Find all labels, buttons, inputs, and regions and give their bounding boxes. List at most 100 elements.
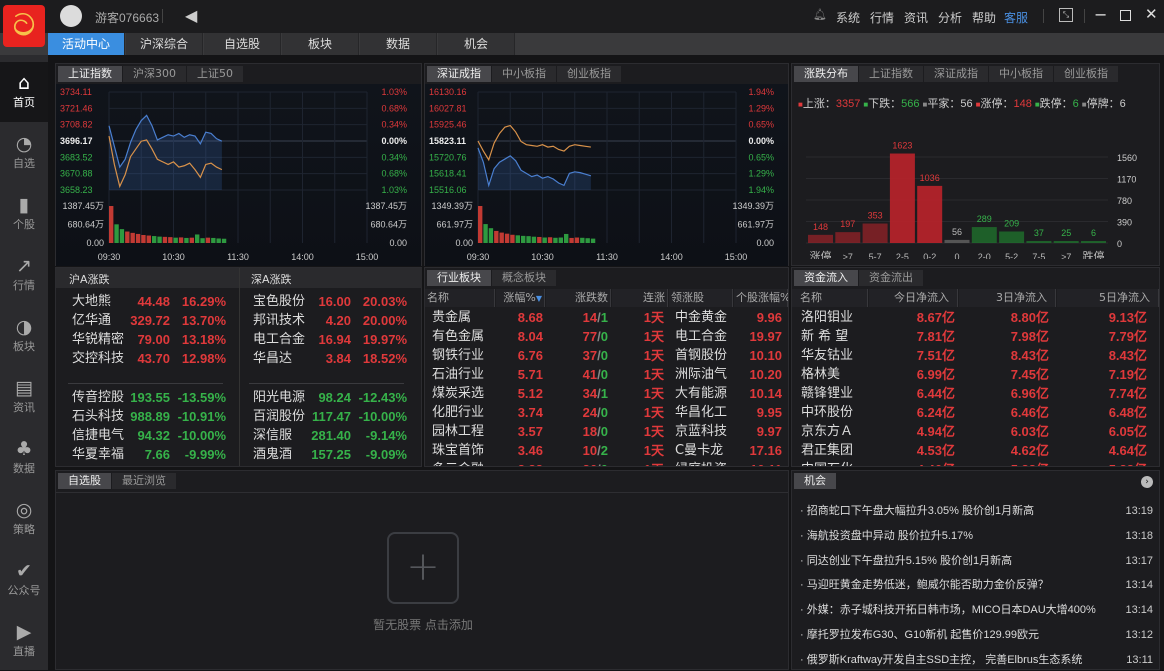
mover-row[interactable]: 百润股份 117.47 -10.00% — [253, 409, 407, 424]
fund-row[interactable]: 赣锋锂业 6.44亿 6.96亿 7.74亿 — [801, 386, 1147, 401]
sidebar-item-0[interactable]: ⌂ 首页 — [0, 62, 48, 122]
dist-tab-1[interactable]: 上证指数 — [859, 66, 923, 82]
mover-row[interactable]: 宝色股份 16.00 20.03% — [253, 294, 407, 309]
dist-tab-0[interactable]: 涨跌分布 — [794, 66, 858, 82]
fund-row[interactable]: 中国石化4.46亿5.28亿5.22亿 — [792, 460, 1159, 466]
mover-row[interactable]: 大地熊 44.48 16.29% — [72, 294, 226, 309]
sector-tab-1[interactable]: 概念板块 — [492, 270, 556, 286]
mover-row[interactable]: 邦讯技术 4.20 20.00% — [253, 313, 407, 328]
nav-tab-watchlist[interactable]: 自选股 — [204, 33, 281, 55]
sector-row[interactable]: 化肥行业 3.74 24/0 1天 华昌化工 9.95 — [432, 405, 782, 420]
menu-system[interactable]: 系统 — [836, 11, 861, 25]
bell-icon[interactable]: 🔔︎ — [813, 8, 827, 21]
news-item[interactable]: · 摩托罗拉发布G30、G10新机 起售价129.99欧元 13:12 — [800, 629, 1153, 641]
sector-row[interactable]: 园林工程 3.57 18/0 1天 京蓝科技 9.97 — [432, 424, 782, 439]
sector-row[interactable]: 珠宝首饰 3.46 10/2 1天 C曼卡龙 17.16 — [432, 443, 782, 458]
back-arrow-icon[interactable]: ◀ — [185, 6, 198, 25]
sector-row[interactable]: 钢铁行业 6.76 37/0 1天 首钢股份 10.10 — [432, 348, 782, 363]
fund-row[interactable]: 华友钴业 7.51亿 8.43亿 8.43亿 — [801, 348, 1147, 363]
watch-tab-0[interactable]: 自选股 — [58, 473, 111, 489]
dist-tab-2[interactable]: 深证成指 — [924, 66, 988, 82]
sector-header-3[interactable]: 连涨 — [612, 289, 668, 307]
menu-news[interactable]: 资讯 — [904, 11, 929, 25]
username[interactable]: 游客076663 — [95, 11, 160, 25]
mover-row[interactable]: 阳光电源 98.24 -12.43% — [253, 390, 407, 405]
sidebar-item-8[interactable]: ✔ 公众号 — [0, 550, 48, 610]
sidebar-item-7[interactable]: ◎ 策略 — [0, 489, 48, 549]
fund-header-1[interactable]: 今日净流入 — [869, 289, 958, 307]
mover-row[interactable]: 华昌达 3.84 18.52% — [253, 351, 407, 366]
fund-tab-1[interactable]: 资金流出 — [859, 270, 923, 286]
news-item[interactable]: · 马迎旺黄金走势低迷，鲍威尔能否助力金价反弹？ 13:14 — [800, 579, 1153, 592]
fund-row[interactable]: 格林美 6.99亿 7.45亿 7.19亿 — [801, 367, 1147, 382]
news-item[interactable]: · 海航投资盘中异动 股价拉升5.17% 13:18 — [800, 529, 1153, 542]
avatar[interactable] — [60, 5, 82, 27]
mover-row[interactable]: 华锐精密 79.00 13.18% — [72, 332, 226, 347]
fund-header-3[interactable]: 5日净流入 — [1057, 289, 1159, 307]
nav-tab-sectors[interactable]: 板块 — [282, 33, 359, 55]
sz-intraday-chart[interactable]: 16130.16 16027.81 15925.46 15823.11 15720.76… — [425, 84, 788, 266]
tab-opportunity[interactable]: 机会 — [794, 473, 836, 489]
mover-row[interactable]: 石头科技 988.89 -10.91% — [72, 409, 226, 424]
sector-tab-0[interactable]: 行业板块 — [427, 270, 491, 286]
menu-help[interactable]: 帮助 — [972, 11, 997, 25]
fund-row[interactable]: 洛阳钼业 8.67亿 8.80亿 9.13亿 — [801, 310, 1147, 325]
menu-analysis[interactable]: 分析 — [938, 11, 963, 25]
sz-tab-0[interactable]: 深证成指 — [427, 66, 491, 82]
sector-header-0[interactable]: 名称 — [425, 289, 495, 307]
menu-service[interactable]: 客服 — [1004, 11, 1029, 25]
fund-tab-0[interactable]: 资金流入 — [794, 270, 858, 286]
fund-header-2[interactable]: 3日净流入 — [959, 289, 1056, 307]
mover-row[interactable]: 华夏幸福 7.66 -9.99% — [72, 447, 226, 462]
fund-header-0[interactable]: 名称 — [792, 289, 868, 307]
sector-row[interactable]: 贵金属 8.68 14/1 1天 中金黄金 9.96 — [432, 310, 782, 325]
sh-tab-2[interactable]: 上证50 — [187, 66, 243, 82]
nav-tab-activity[interactable]: 活动中心 — [48, 33, 125, 55]
sector-header-4[interactable]: 领涨股 — [669, 289, 733, 307]
more-arrow-icon[interactable]: › — [1141, 476, 1153, 488]
sidebar-item-4[interactable]: ◑ 板块 — [0, 306, 48, 366]
fund-row[interactable]: 京东方Ａ 4.94亿 6.03亿 6.05亿 — [801, 424, 1147, 439]
sh-tab-0[interactable]: 上证指数 — [58, 66, 122, 82]
sh-tab-1[interactable]: 沪深300 — [123, 66, 186, 82]
mover-row[interactable]: 亿华通 329.72 13.70% — [72, 313, 226, 328]
sz-tab-1[interactable]: 中小板指 — [492, 66, 556, 82]
sector-header-5[interactable]: 个股涨幅% — [734, 289, 788, 307]
sidebar-item-6[interactable]: ♣ 数据 — [0, 428, 48, 488]
sidebar-item-2[interactable]: ▮ 个股 — [0, 184, 48, 244]
nav-tab-overview[interactable]: 沪深综合 — [126, 33, 203, 55]
nav-tab-data[interactable]: 数据 — [360, 33, 437, 55]
sector-row[interactable]: 有色金属 8.04 77/0 1天 电工合金 19.97 — [432, 329, 782, 344]
news-item[interactable]: · 外媒：赤子城科技开拓日韩市场，MICO日本DAU大增400% 13:14 — [800, 604, 1153, 617]
mini-mode-icon[interactable]: ⤡ — [1059, 8, 1073, 22]
fund-row[interactable]: 中环股份 6.24亿 6.46亿 6.48亿 — [801, 405, 1147, 420]
mover-row[interactable]: 信捷电气 94.32 -10.00% — [72, 428, 226, 443]
mover-row[interactable]: 交控科技 43.70 12.98% — [72, 351, 226, 366]
news-item[interactable]: · 俄罗斯Kraftway开发自主SSD主控， 完善Elbrus生态系统 13:1… — [800, 653, 1153, 666]
sector-header-1[interactable]: 涨幅%▼ — [496, 289, 545, 307]
mover-row[interactable]: 传音控股 193.55 -13.59% — [72, 390, 226, 405]
empty-hint[interactable]: 暂无股票 点击添加 — [373, 618, 473, 632]
add-stock-button[interactable]: + — [387, 532, 459, 604]
mover-row[interactable]: 酒鬼酒 157.25 -9.09% — [253, 447, 407, 462]
mover-row[interactable]: 深信服 281.40 -9.14% — [253, 428, 407, 443]
sh-intraday-chart[interactable]: 3734.11 3721.46 3708.82 3696.17 3683.52 3670.… — [56, 84, 421, 266]
sidebar-item-5[interactable]: ▤ 资讯 — [0, 367, 48, 427]
sz-tab-2[interactable]: 创业板指 — [557, 66, 621, 82]
mover-row[interactable]: 电工合金 16.94 19.97% — [253, 332, 407, 347]
news-item[interactable]: · 同达创业下午盘拉升5.15% 股价创1月新高 13:17 — [800, 554, 1153, 567]
sector-row[interactable]: 石油行业 5.71 41/0 1天 洲际油气 10.20 — [432, 367, 782, 382]
watch-tab-1[interactable]: 最近浏览 — [112, 473, 176, 489]
minimize-icon[interactable]: − — [1094, 5, 1108, 24]
sidebar-item-1[interactable]: ◔ 自选 — [0, 123, 48, 183]
menu-market[interactable]: 行情 — [870, 11, 895, 25]
sidebar-item-3[interactable]: ↗ 行情 — [0, 245, 48, 305]
dist-tab-3[interactable]: 中小板指 — [989, 66, 1053, 82]
sector-row[interactable]: 煤炭采选 5.12 34/1 1天 大有能源 10.14 — [432, 386, 782, 401]
nav-tab-opportunity[interactable]: 机会 — [438, 33, 515, 55]
news-item[interactable]: · 招商蛇口下午盘大幅拉升3.05% 股价创1月新高 13:19 — [800, 505, 1153, 517]
sector-header-2[interactable]: 涨跌数 — [546, 289, 611, 307]
fund-row[interactable]: 新 希 望 7.81亿 7.98亿 7.79亿 — [801, 329, 1147, 344]
dist-tab-4[interactable]: 创业板指 — [1054, 66, 1118, 82]
fund-row[interactable]: 君正集团 4.53亿 4.62亿 4.64亿 — [801, 443, 1147, 458]
